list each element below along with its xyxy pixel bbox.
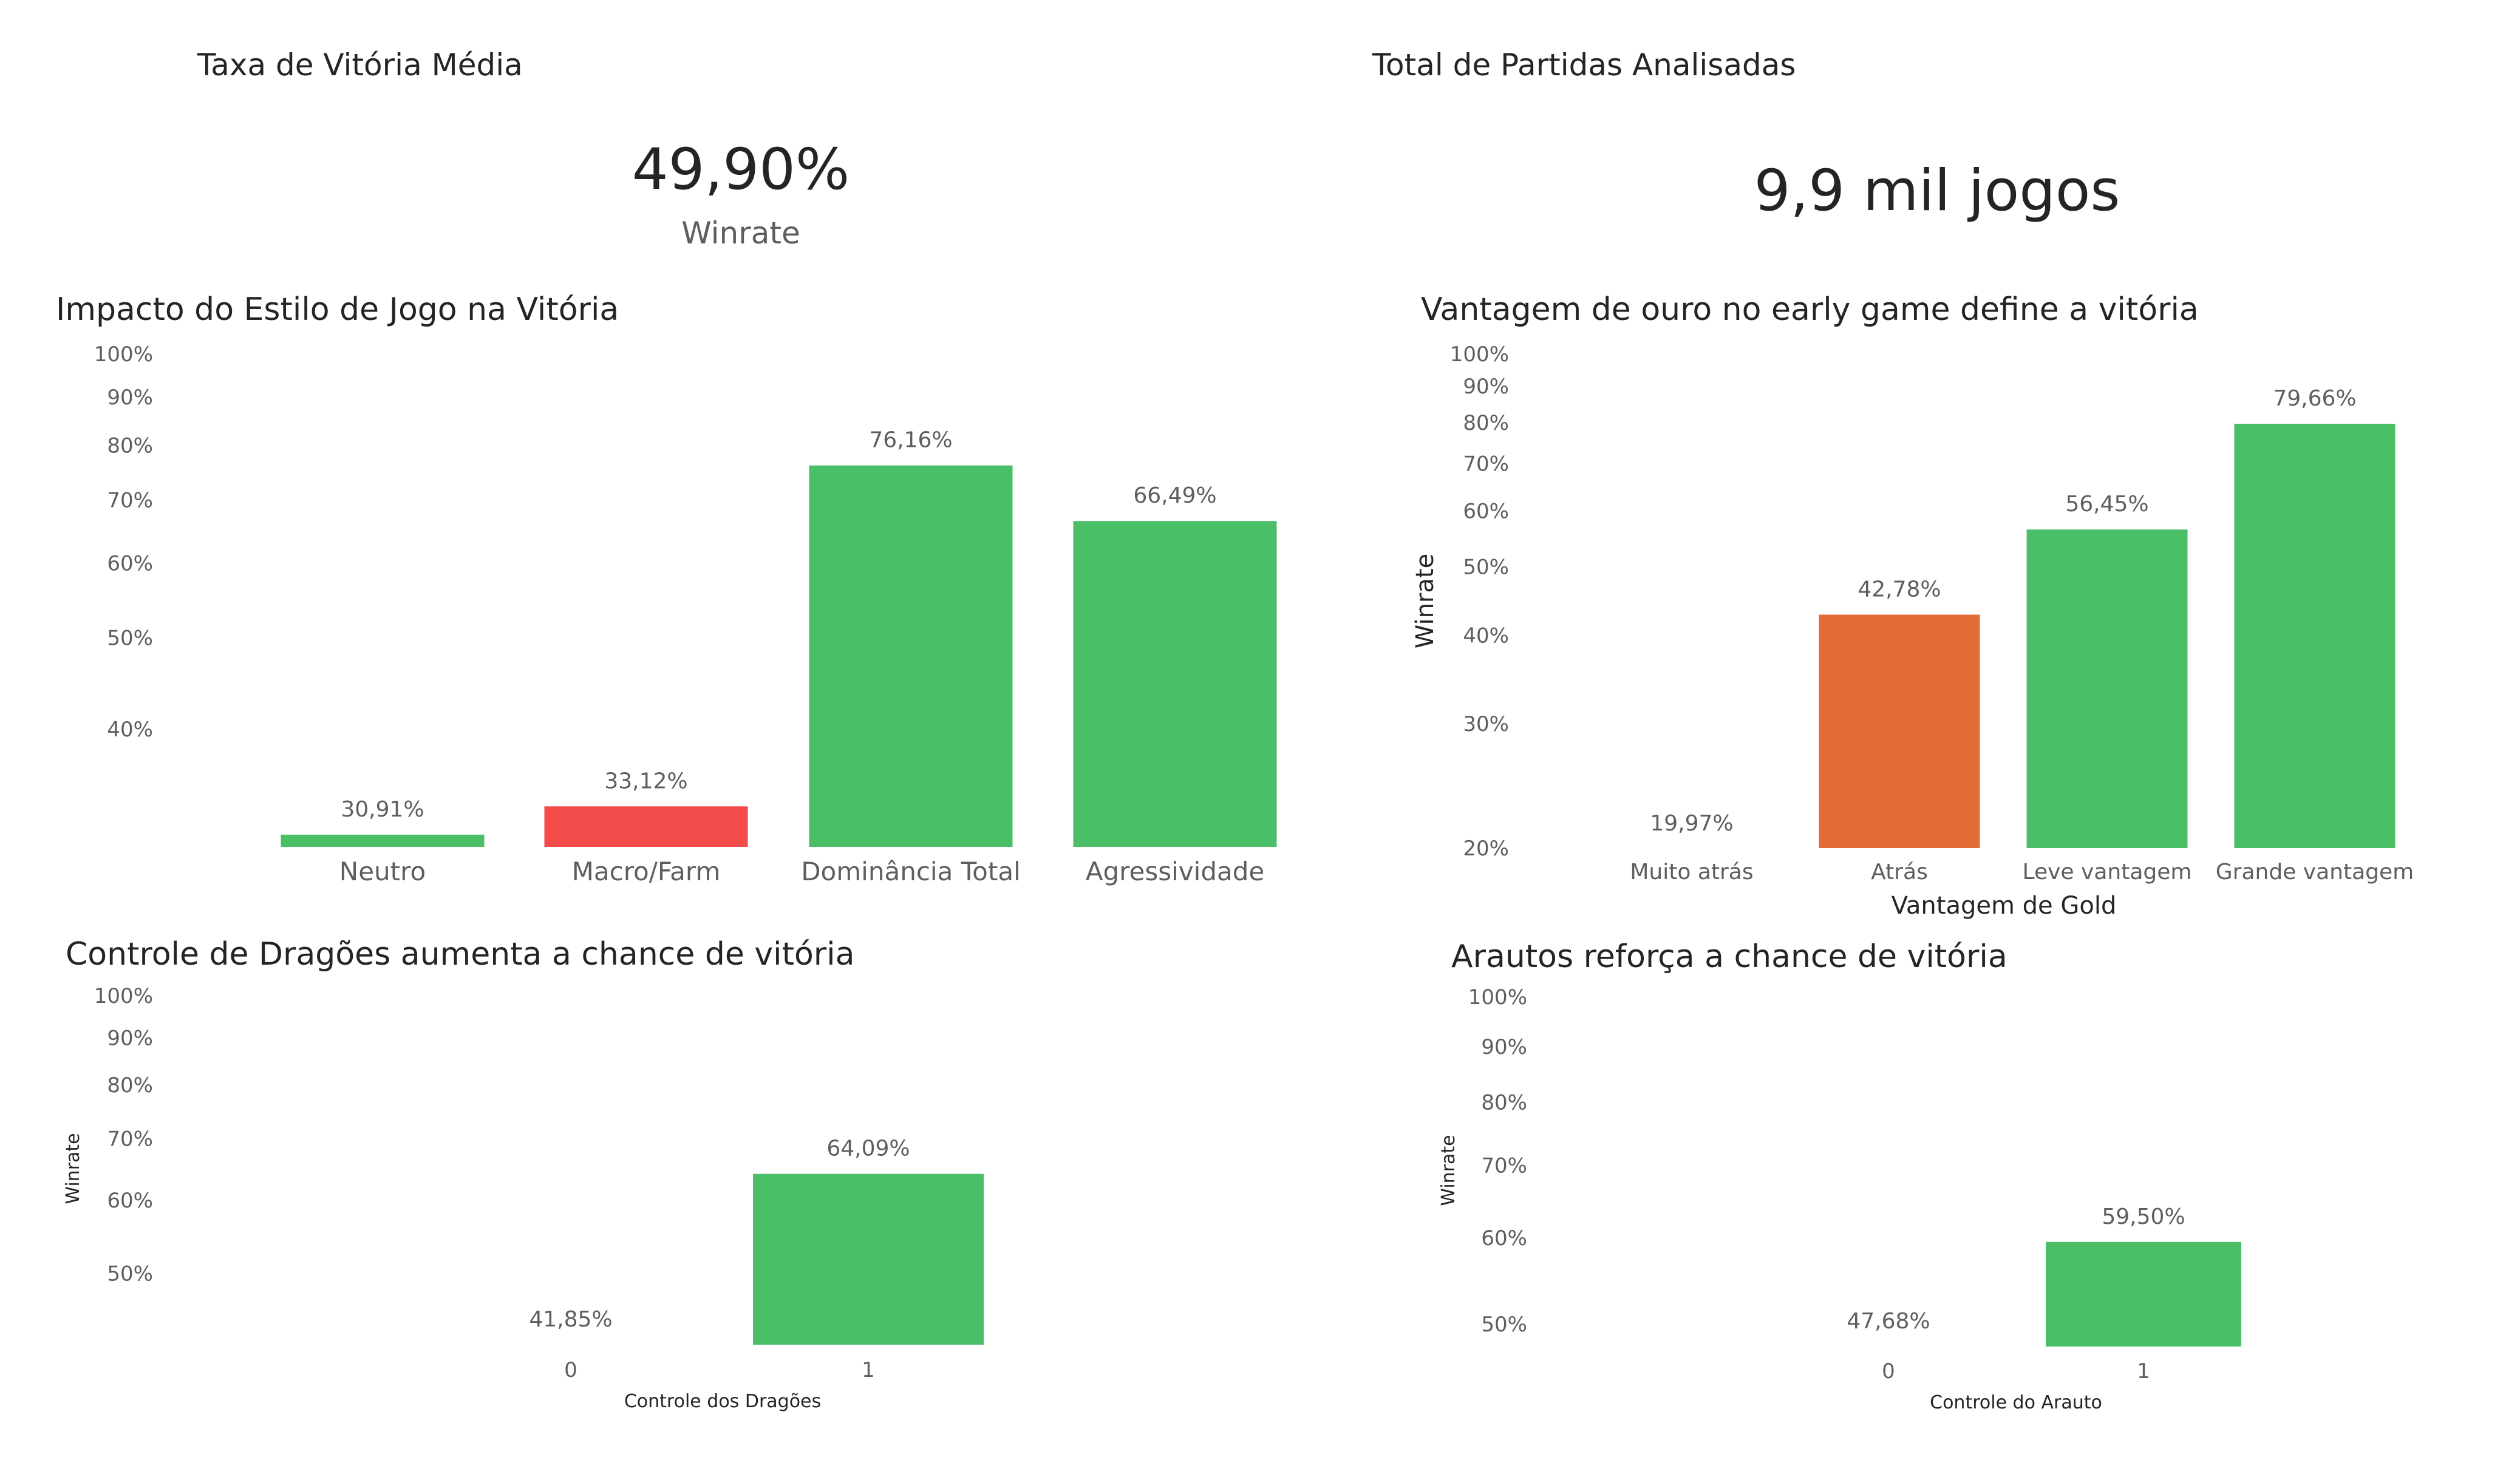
y-tick-label: 60% — [1463, 499, 1509, 523]
data-label: 30,91% — [341, 797, 424, 822]
y-tick-label: 50% — [1463, 555, 1509, 579]
chart-title-playstyle: Impacto do Estilo de Jogo na Vitória — [56, 291, 619, 328]
data-label: 79,66% — [2273, 386, 2356, 411]
bar[interactable] — [2046, 1241, 2241, 1347]
chart-title-gold: Vantagem de ouro no early game define a … — [1421, 291, 2199, 328]
category-label: Agressividade — [1086, 857, 1264, 886]
category-label: Neutro — [339, 857, 426, 886]
category-label: Atrás — [1871, 860, 1928, 885]
y-tick-label: 50% — [107, 626, 153, 650]
category-label: 0 — [564, 1358, 577, 1382]
data-label: 19,97% — [1650, 811, 1733, 836]
bar[interactable] — [2026, 529, 2188, 848]
category-label: Macro/Farm — [572, 857, 721, 886]
x-axis-title: Controle dos Dragões — [624, 1391, 821, 1412]
kpi-games-value: 9,9 mil jogos — [1754, 158, 2120, 224]
y-tick-label: 80% — [107, 433, 153, 458]
y-axis-title: Winrate — [1411, 554, 1439, 648]
bar[interactable] — [281, 834, 485, 847]
y-tick-label: 90% — [1463, 375, 1509, 399]
y-tick-label: 80% — [1481, 1090, 1527, 1115]
bar[interactable] — [1819, 614, 1980, 848]
category-label: Grande vantagem — [2216, 860, 2414, 885]
data-label: 64,09% — [826, 1136, 910, 1161]
data-label: 41,85% — [529, 1307, 612, 1332]
y-tick-label: 70% — [107, 1127, 153, 1151]
y-tick-label: 40% — [1463, 623, 1509, 648]
y-tick-label: 30% — [1463, 712, 1509, 736]
x-axis-title: Controle do Arauto — [1930, 1392, 2102, 1413]
kpi-winrate-title: Taxa de Vitória Média — [197, 47, 523, 83]
y-axis-title: Winrate — [1438, 1135, 1459, 1206]
y-tick-label: 70% — [107, 488, 153, 512]
y-tick-label: 40% — [107, 718, 153, 742]
y-tick-label: 90% — [1481, 1035, 1527, 1059]
bar[interactable] — [1073, 521, 1277, 847]
bar[interactable] — [809, 465, 1013, 847]
data-label: 47,68% — [1847, 1309, 1930, 1334]
category-label: Muito atrás — [1630, 860, 1753, 885]
chart-title-herald: Arautos reforça a chance de vitória — [1451, 939, 2007, 975]
data-label: 59,50% — [2102, 1204, 2185, 1229]
kpi-winrate-value: 49,90% — [632, 137, 850, 203]
bar[interactable] — [753, 1173, 984, 1345]
y-tick-label: 70% — [1481, 1153, 1527, 1178]
y-tick-label: 100% — [1450, 342, 1509, 367]
y-tick-label: 80% — [1463, 411, 1509, 435]
y-tick-label: 60% — [1481, 1226, 1527, 1251]
y-axis-title: Winrate — [63, 1133, 84, 1204]
y-tick-label: 90% — [107, 385, 153, 410]
chart-title-dragons: Controle de Dragões aumenta a chance de … — [66, 936, 855, 973]
bar[interactable] — [544, 806, 748, 847]
y-tick-label: 50% — [107, 1262, 153, 1286]
data-label: 56,45% — [2065, 492, 2148, 517]
y-tick-label: 60% — [107, 551, 153, 576]
x-axis-title: Vantagem de Gold — [1892, 892, 2117, 920]
data-label: 66,49% — [1133, 483, 1216, 508]
category-label: 1 — [2137, 1359, 2150, 1384]
y-tick-label: 100% — [1468, 985, 1527, 1010]
y-tick-label: 90% — [107, 1026, 153, 1050]
y-tick-label: 80% — [107, 1073, 153, 1098]
bar[interactable] — [2234, 424, 2396, 848]
y-tick-label: 50% — [1481, 1313, 1527, 1337]
data-label: 42,78% — [1858, 577, 1941, 602]
y-tick-label: 70% — [1463, 452, 1509, 476]
category-label: Leve vantagem — [2023, 860, 2192, 885]
y-tick-label: 20% — [1463, 837, 1509, 861]
kpi-games-title: Total de Partidas Analisadas — [1372, 47, 1796, 83]
data-label: 33,12% — [604, 769, 687, 793]
category-label: Dominância Total — [801, 857, 1021, 886]
data-label: 76,16% — [869, 428, 952, 453]
y-tick-label: 100% — [94, 984, 153, 1008]
kpi-winrate-label: Winrate — [681, 216, 800, 251]
category-label: 1 — [862, 1358, 875, 1382]
category-label: 0 — [1882, 1359, 1895, 1384]
y-tick-label: 100% — [94, 342, 153, 367]
y-tick-label: 60% — [107, 1189, 153, 1213]
